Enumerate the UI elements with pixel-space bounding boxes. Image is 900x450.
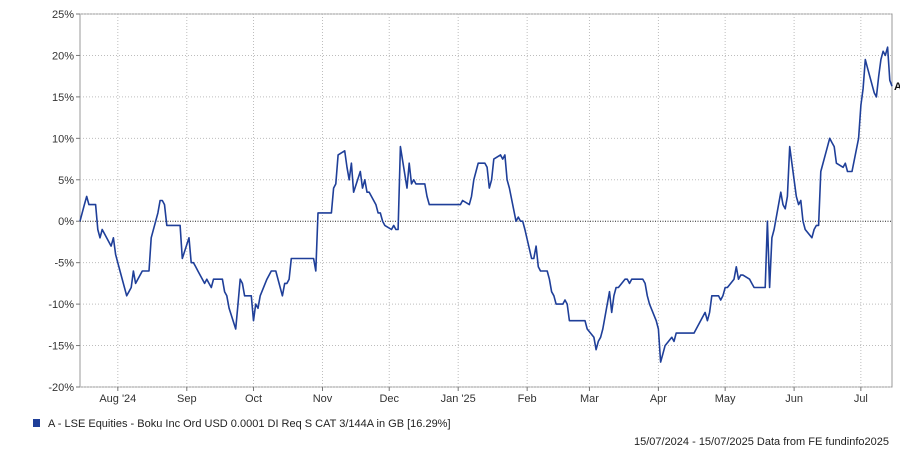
legend-label: A - LSE Equities - Boku Inc Ord USD 0.00… — [48, 418, 451, 430]
x-tick-label: May — [715, 393, 736, 405]
legend: A - LSE Equities - Boku Inc Ord USD 0.00… — [33, 418, 451, 430]
grid — [79, 13, 893, 388]
x-tick-label: Sep — [177, 393, 197, 405]
x-tick-label: Jan '25 — [441, 393, 476, 405]
x-tick-label: Dec — [379, 393, 399, 405]
x-tick-label: Jul — [854, 393, 868, 405]
y-tick-label: -20% — [48, 382, 74, 394]
axes: 25% 20% 15% 10% 5% 0% -5% -10% -15% -20% Aug '24 Se… — [48, 9, 868, 405]
y-tick-label: 0% — [58, 216, 74, 228]
y-tick-label: -10% — [48, 299, 74, 311]
y-tick-label: 20% — [52, 50, 74, 62]
series-layer: A — [79, 46, 900, 363]
y-tick-label: -15% — [48, 341, 74, 353]
x-tick-label: Apr — [650, 393, 667, 405]
x-tick-label: Nov — [313, 393, 333, 405]
x-tick-label: Mar — [580, 393, 599, 405]
x-tick-label: Feb — [518, 393, 537, 405]
y-tick-label: -5% — [54, 258, 74, 270]
footer-source: 15/07/2024 - 15/07/2025 Data from FE fun… — [634, 436, 889, 448]
plot-frame — [79, 13, 893, 388]
x-tick-label: Jun — [785, 393, 803, 405]
x-tick-label: Aug '24 — [99, 393, 136, 405]
y-tick-label: 25% — [52, 9, 74, 21]
y-tick-label: 5% — [58, 175, 74, 187]
series-end-label: A — [894, 81, 900, 93]
series-line-0 — [79, 46, 893, 363]
x-tick-label: Oct — [245, 393, 262, 405]
legend-swatch — [33, 419, 40, 427]
y-tick-label: 10% — [52, 133, 74, 145]
y-tick-label: 15% — [52, 92, 74, 104]
